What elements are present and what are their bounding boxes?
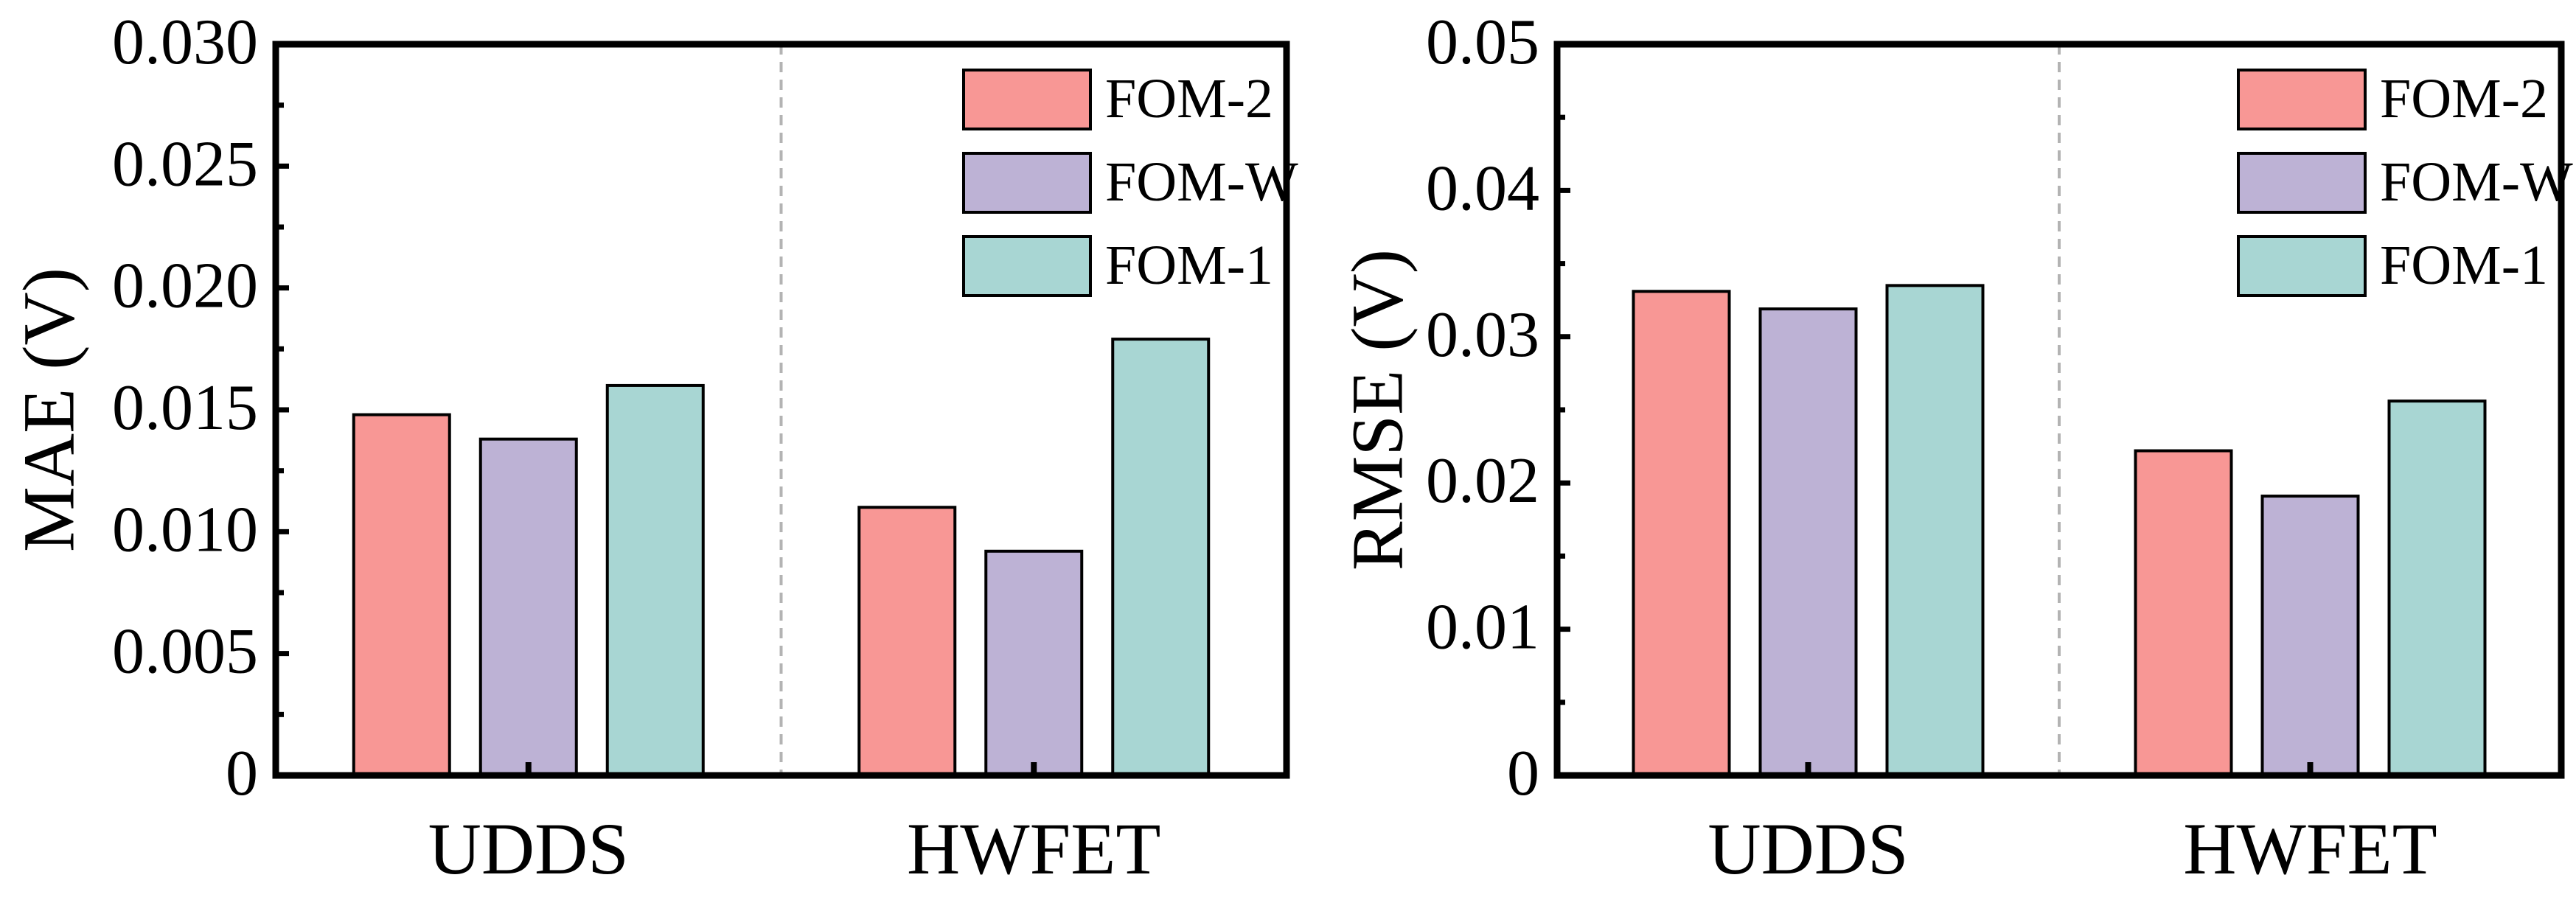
legend-swatch-fom-w	[962, 152, 1092, 214]
legend-swatch-fom-2	[2237, 69, 2367, 130]
bar-fom-w-udds	[1758, 307, 1858, 777]
legend-label-fom-2: FOM-2	[2380, 68, 2548, 130]
y-axis-label: MAE (V)	[8, 268, 90, 552]
x-tick-label: UDDS	[1708, 808, 1908, 890]
legend-label-fom-w: FOM-W	[2380, 151, 2573, 213]
y-tick-label: 0.020	[112, 251, 258, 322]
bar-fom-2-udds	[1632, 290, 1731, 777]
bar-fom-1-hwfet	[2387, 400, 2487, 777]
bar-fom-w-hwfet	[2260, 495, 2360, 778]
legend-swatch-fom-2	[962, 69, 1092, 130]
bar-fom-w-hwfet	[984, 549, 1084, 778]
chart-panel-2: UDDS HWFET 0 0.01 0.02 0.03 0.04 0.05 RMSE (V) FO…	[1337, 7, 2574, 890]
legend-label-fom-w: FOM-W	[1105, 151, 1298, 213]
y-tick-label: 0	[1507, 738, 1539, 809]
y-tick-label: 0.030	[112, 7, 258, 78]
y-tick-label: 0.03	[1426, 299, 1539, 371]
legend-label-fom-1: FOM-1	[1105, 234, 1273, 296]
bar-fom-1-udds	[1885, 284, 1985, 777]
y-tick-label: 0.01	[1426, 592, 1539, 663]
bar-fom-w-udds	[478, 437, 578, 777]
legend-label-fom-2: FOM-2	[1105, 68, 1273, 130]
y-tick-label: 0.010	[112, 494, 258, 565]
legend-swatch-fom-1	[962, 235, 1092, 297]
y-tick-label: 0.015	[112, 372, 258, 444]
bar-fom-2-hwfet	[2134, 449, 2233, 777]
bar-fom-2-hwfet	[857, 506, 957, 777]
legend-swatch-fom-w	[2237, 152, 2367, 214]
bar-fom-2-udds	[352, 413, 451, 777]
y-tick-label: 0.025	[112, 128, 258, 200]
x-tick-label: HWFET	[2183, 808, 2437, 890]
y-tick-label: 0.02	[1426, 445, 1539, 517]
legend-label-fom-1: FOM-1	[2380, 234, 2548, 296]
bar-fom-1-udds	[605, 383, 705, 777]
y-tick-label: 0	[226, 738, 258, 809]
legend-swatch-fom-1	[2237, 235, 2367, 297]
y-tick-label: 0.05	[1426, 7, 1539, 78]
bar-fom-1-hwfet	[1111, 338, 1211, 777]
chart-panel-1: UDDS HWFET 0 0.005 0.010 0.015 0.020 0.025 0.030…	[8, 7, 1299, 890]
y-tick-label: 0.04	[1426, 153, 1539, 224]
x-tick-label: UDDS	[428, 808, 629, 890]
y-tick-label: 0.005	[112, 616, 258, 688]
plot-frame	[272, 41, 1290, 779]
plot-frame	[1553, 41, 2565, 779]
x-tick-label: HWFET	[907, 808, 1160, 890]
y-axis-label: RMSE (V)	[1337, 249, 1418, 571]
